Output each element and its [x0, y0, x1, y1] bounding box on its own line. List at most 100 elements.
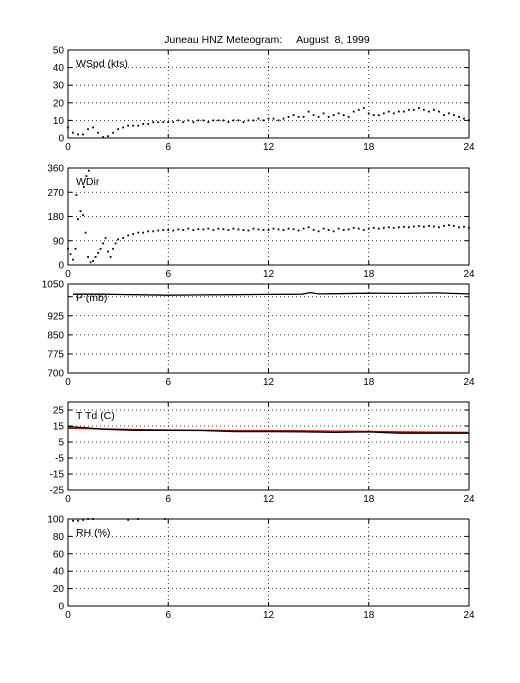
data-point	[337, 112, 340, 115]
data-point	[342, 114, 345, 117]
y-tick-label: 50	[53, 46, 65, 57]
data-point	[97, 251, 99, 254]
x-tick-label: 12	[263, 142, 275, 153]
data-point	[352, 110, 355, 113]
data-point	[272, 227, 275, 230]
data-point	[77, 218, 79, 221]
data-point	[137, 124, 140, 127]
data-point	[292, 114, 295, 117]
data-point	[172, 229, 175, 232]
data-point	[142, 231, 145, 234]
data-point	[167, 121, 170, 124]
data-point	[192, 121, 195, 124]
panel-label: P (mb)	[76, 292, 107, 304]
data-point	[397, 110, 400, 113]
figure-title: Juneau HNZ Meteogram: August 8, 1999	[164, 34, 370, 46]
data-point	[242, 229, 245, 231]
y-tick-label: 270	[47, 188, 64, 199]
data-point	[463, 225, 465, 228]
y-tick-label: 0	[58, 261, 64, 272]
data-point	[463, 117, 465, 120]
y-tick-label: 40	[53, 63, 65, 74]
x-tick-label: 6	[165, 269, 171, 280]
data-point	[137, 518, 140, 520]
data-point	[152, 230, 155, 233]
data-point	[327, 115, 330, 118]
data-point	[137, 231, 140, 234]
x-tick-label: 0	[65, 610, 71, 621]
data-point	[438, 110, 440, 113]
x-tick-label: 24	[463, 142, 475, 153]
data-point	[367, 112, 370, 115]
y-tick-label: 20	[53, 584, 65, 595]
x-tick-label: 12	[263, 269, 275, 280]
data-point	[297, 229, 300, 232]
data-point	[82, 214, 84, 217]
data-point	[162, 229, 165, 231]
data-point	[342, 229, 345, 231]
data-point	[307, 110, 310, 113]
data-point	[417, 225, 420, 227]
data-point	[102, 242, 104, 245]
y-tick-label: 30	[53, 81, 65, 92]
data-point	[217, 119, 220, 122]
x-tick-label: 18	[363, 142, 375, 153]
data-point	[267, 117, 270, 120]
x-tick-label: 24	[463, 269, 475, 280]
data-point	[197, 119, 200, 122]
data-point	[92, 260, 94, 262]
data-point	[127, 518, 130, 521]
panel-5: 0 6 12 18 24 0 20 40 60 80 100 RH (%)	[47, 515, 475, 622]
data-point	[212, 229, 215, 231]
y-tick-label: 40	[53, 567, 65, 578]
data-point	[127, 234, 130, 237]
y-tick-label: 700	[47, 369, 64, 380]
data-point	[468, 119, 470, 122]
y-tick-label: 925	[47, 311, 64, 322]
data-point	[222, 228, 225, 231]
y-tick-label: 180	[47, 212, 64, 223]
x-tick-label: 18	[363, 494, 375, 505]
x-tick-label: 0	[65, 377, 71, 388]
data-point	[387, 226, 390, 229]
data-point	[412, 225, 415, 228]
data-point	[402, 110, 405, 113]
data-point	[167, 229, 170, 231]
x-tick-label: 24	[463, 494, 475, 505]
y-tick-label: 5	[58, 438, 64, 449]
data-point	[372, 226, 375, 229]
data-point	[433, 108, 435, 111]
panel-4: 0 6 12 18 24 -25 -15 -5 5 15 25 T Td (C)	[50, 401, 475, 505]
data-point	[132, 233, 135, 235]
data-point	[262, 229, 265, 231]
data-point	[182, 121, 185, 124]
panel-label: RH (%)	[76, 527, 110, 539]
data-point	[109, 256, 112, 258]
panel-label: WDir	[76, 176, 100, 188]
data-point	[262, 119, 265, 122]
y-tick-label: 775	[47, 349, 64, 360]
data-point	[97, 131, 99, 134]
data-point	[177, 228, 180, 231]
panel-label: T Td (C)	[76, 410, 115, 422]
data-point	[422, 108, 425, 111]
data-point	[357, 227, 360, 230]
data-point	[448, 224, 450, 227]
data-point	[387, 110, 390, 113]
data-point	[372, 114, 375, 117]
x-tick-label: 12	[263, 494, 275, 505]
data-point	[202, 228, 205, 231]
data-point	[272, 117, 275, 120]
x-tick-label: 0	[65, 269, 71, 280]
panel-2: 0 6 12 18 24 0 90 180 270 360 WDir	[47, 164, 475, 281]
data-point	[382, 226, 385, 229]
panel-1: 0 6 12 18 24 0 10 20 30 40 50 WSpd (kts)	[53, 46, 475, 154]
data-point	[277, 228, 280, 231]
y-tick-label: -25	[50, 486, 65, 497]
data-point	[312, 229, 315, 231]
data-point	[75, 194, 78, 196]
data-point	[352, 226, 355, 229]
data-point	[438, 226, 440, 229]
data-point	[312, 114, 315, 117]
